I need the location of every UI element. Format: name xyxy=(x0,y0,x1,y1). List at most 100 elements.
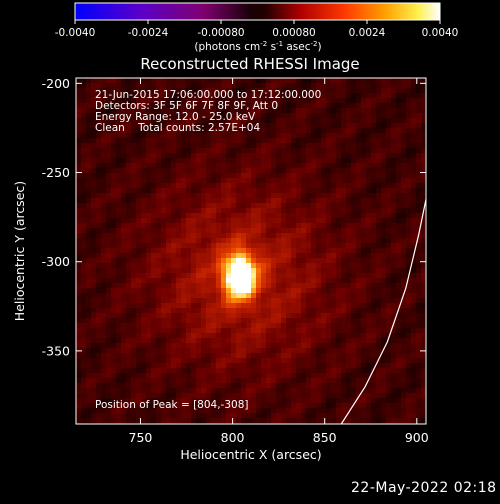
heatmap-cell xyxy=(236,148,241,153)
heatmap-cell xyxy=(101,123,106,128)
heatmap-cell xyxy=(316,338,321,343)
heatmap-cell xyxy=(236,93,241,98)
heatmap-cell xyxy=(181,183,186,188)
heatmap-cell xyxy=(421,303,426,308)
heatmap-cell xyxy=(176,128,181,133)
heatmap-cell xyxy=(286,383,291,388)
heatmap-cell xyxy=(391,393,396,398)
heatmap-cell xyxy=(176,318,181,323)
heatmap-cell xyxy=(231,308,236,313)
heatmap-cell xyxy=(276,418,281,423)
heatmap-cell xyxy=(301,148,306,153)
heatmap-cell xyxy=(291,343,296,348)
heatmap-cell xyxy=(336,373,341,378)
heatmap-cell xyxy=(341,158,346,163)
heatmap-cell xyxy=(221,288,226,293)
heatmap-cell xyxy=(391,138,396,143)
heatmap-cell xyxy=(81,113,86,118)
heatmap-cell xyxy=(316,383,321,388)
heatmap-cell xyxy=(316,398,321,403)
heatmap-cell xyxy=(311,338,316,343)
heatmap-cell xyxy=(251,108,256,113)
heatmap-cell xyxy=(381,178,386,183)
heatmap-cell xyxy=(361,78,366,83)
heatmap-cell xyxy=(251,263,256,268)
heatmap-cell xyxy=(171,103,176,108)
heatmap-cell xyxy=(226,378,231,383)
heatmap-cell xyxy=(121,138,126,143)
heatmap-cell xyxy=(236,308,241,313)
heatmap-cell xyxy=(156,88,161,93)
heatmap-cell xyxy=(126,218,131,223)
heatmap-cell xyxy=(106,343,111,348)
heatmap-cell xyxy=(311,123,316,128)
heatmap-cell xyxy=(401,238,406,243)
heatmap-cell xyxy=(391,338,396,343)
heatmap-cell xyxy=(381,148,386,153)
heatmap-cell xyxy=(221,193,226,198)
heatmap-cell xyxy=(376,413,381,418)
heatmap-cell xyxy=(306,273,311,278)
heatmap-cell xyxy=(81,243,86,248)
heatmap-cell xyxy=(311,268,316,273)
heatmap-cell xyxy=(221,408,226,413)
heatmap-cell xyxy=(96,273,101,278)
heatmap-cell xyxy=(191,173,196,178)
heatmap-cell xyxy=(261,378,266,383)
heatmap-cell xyxy=(191,193,196,198)
heatmap-cell xyxy=(366,198,371,203)
heatmap-cell xyxy=(396,78,401,83)
heatmap-cell xyxy=(151,218,156,223)
heatmap-cell xyxy=(281,133,286,138)
heatmap-cell xyxy=(361,133,366,138)
heatmap-cell xyxy=(161,83,166,88)
heatmap-cell xyxy=(301,398,306,403)
heatmap-cell xyxy=(81,183,86,188)
heatmap-cell xyxy=(271,293,276,298)
heatmap-cell xyxy=(156,243,161,248)
heatmap-cell xyxy=(101,308,106,313)
heatmap-cell xyxy=(131,143,136,148)
heatmap-cell xyxy=(401,368,406,373)
heatmap-cell xyxy=(376,403,381,408)
heatmap-cell xyxy=(141,248,146,253)
heatmap-cell xyxy=(376,303,381,308)
heatmap-cell xyxy=(366,313,371,318)
heatmap-cell xyxy=(246,308,251,313)
heatmap-cell xyxy=(106,238,111,243)
heatmap-cell xyxy=(361,238,366,243)
heatmap-cell xyxy=(261,78,266,83)
heatmap-cell xyxy=(386,273,391,278)
heatmap-cell xyxy=(271,208,276,213)
heatmap-cell xyxy=(291,153,296,158)
heatmap-cell xyxy=(406,303,411,308)
heatmap-cell xyxy=(281,248,286,253)
heatmap-cell xyxy=(151,388,156,393)
heatmap-cell xyxy=(281,178,286,183)
heatmap-cell xyxy=(301,413,306,418)
heatmap-cell xyxy=(221,283,226,288)
heatmap-cell xyxy=(201,373,206,378)
heatmap-cell xyxy=(351,258,356,263)
heatmap-cell xyxy=(136,208,141,213)
heatmap-cell xyxy=(401,138,406,143)
heatmap-cell xyxy=(376,378,381,383)
heatmap-cell xyxy=(351,363,356,368)
heatmap-cell xyxy=(256,333,261,338)
heatmap-cell xyxy=(376,393,381,398)
heatmap-cell xyxy=(211,413,216,418)
heatmap-cell xyxy=(121,408,126,413)
heatmap-cell xyxy=(241,418,246,423)
heatmap-cell xyxy=(286,143,291,148)
heatmap-cell xyxy=(281,348,286,353)
heatmap-cell xyxy=(81,273,86,278)
heatmap-cell xyxy=(201,173,206,178)
heatmap-cell xyxy=(141,388,146,393)
heatmap-cell xyxy=(81,348,86,353)
heatmap-cell xyxy=(236,323,241,328)
heatmap-cell xyxy=(411,178,416,183)
heatmap-cell xyxy=(256,268,261,273)
heatmap-cell xyxy=(361,218,366,223)
heatmap-cell xyxy=(246,103,251,108)
heatmap-cell xyxy=(116,308,121,313)
